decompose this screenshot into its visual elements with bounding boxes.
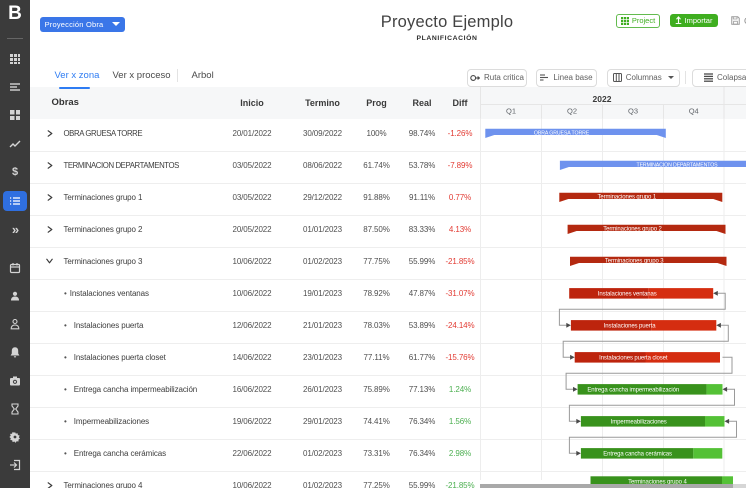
svg-text:Instalaciones puerta: Instalaciones puerta <box>604 323 656 329</box>
svg-text:Q4: Q4 <box>689 107 699 116</box>
svg-text:Q3: Q3 <box>628 107 638 116</box>
svg-text:Entrega cancha cerámicas: Entrega cancha cerámicas <box>603 451 672 457</box>
svg-text:TERMINACION DEPARTAMENTOS: TERMINACION DEPARTAMENTOS <box>637 162 719 168</box>
svg-text:Terminaciones grupo 1: Terminaciones grupo 1 <box>597 194 656 200</box>
svg-text:Q1: Q1 <box>506 107 516 116</box>
svg-text:Instalaciones puerta closet: Instalaciones puerta closet <box>599 355 668 361</box>
svg-text:Instalaciones ventanas: Instalaciones ventanas <box>598 291 657 297</box>
svg-text:Impermeabilizaciones: Impermeabilizaciones <box>611 419 667 425</box>
svg-text:Terminaciones grupo 4: Terminaciones grupo 4 <box>628 480 687 486</box>
svg-text:OBRA GRUESA TORRE: OBRA GRUESA TORRE <box>534 130 590 136</box>
svg-text:Terminaciones grupo 3: Terminaciones grupo 3 <box>605 258 664 264</box>
svg-text:Q2: Q2 <box>567 107 577 116</box>
svg-text:Terminaciones grupo 2: Terminaciones grupo 2 <box>603 226 662 232</box>
svg-text:Entrega cancha impermeabilizac: Entrega cancha impermeabilización <box>587 387 679 393</box>
